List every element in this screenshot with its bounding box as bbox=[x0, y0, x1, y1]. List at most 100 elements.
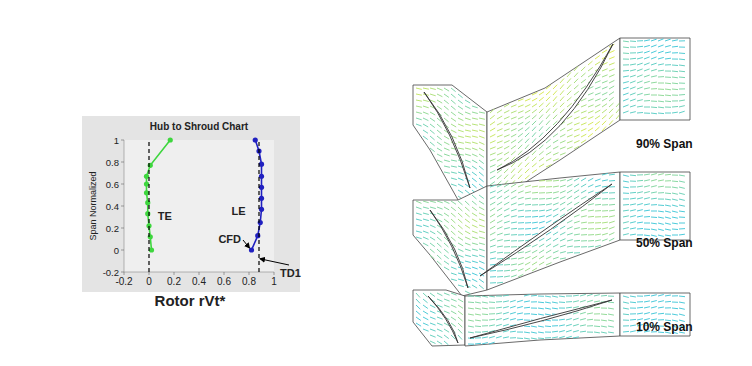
velocity-vector bbox=[637, 174, 643, 175]
velocity-vector bbox=[574, 184, 579, 187]
velocity-vector bbox=[532, 210, 538, 211]
velocity-vector bbox=[504, 234, 510, 235]
velocity-vector bbox=[451, 112, 456, 116]
y-tick-label: 0.4 bbox=[106, 201, 119, 212]
velocity-vector bbox=[637, 296, 643, 297]
velocity-vector bbox=[546, 97, 550, 101]
y-tick-label: 0 bbox=[114, 245, 119, 256]
velocity-vector bbox=[644, 63, 650, 65]
velocity-vector bbox=[458, 323, 462, 327]
velocity-vector bbox=[490, 115, 495, 119]
velocity-vector bbox=[560, 191, 566, 193]
velocity-vector bbox=[539, 204, 545, 206]
velocity-vector bbox=[679, 223, 685, 224]
velocity-vector bbox=[679, 40, 685, 41]
velocity-vector bbox=[531, 332, 537, 333]
velocity-vector bbox=[658, 95, 664, 97]
velocity-vector bbox=[525, 121, 530, 125]
velocity-vector bbox=[567, 202, 572, 205]
velocity-vector bbox=[630, 105, 636, 107]
velocity-vector bbox=[665, 77, 671, 78]
velocity-vector bbox=[608, 332, 614, 334]
velocity-vector bbox=[679, 65, 685, 67]
velocity-vector bbox=[430, 255, 435, 259]
velocity-vector bbox=[517, 332, 523, 333]
velocity-vector bbox=[546, 186, 552, 187]
velocity-vector bbox=[458, 299, 463, 302]
velocity-vector bbox=[465, 291, 470, 294]
x-tick-label: 0.8 bbox=[242, 276, 256, 287]
velocity-vector bbox=[553, 85, 557, 89]
velocity-vector bbox=[511, 105, 517, 107]
velocity-vector bbox=[630, 228, 636, 229]
velocity-vector bbox=[451, 154, 457, 155]
velocity-vector bbox=[567, 233, 573, 235]
velocity-vector bbox=[472, 267, 478, 269]
velocity-vector bbox=[416, 293, 420, 298]
velocity-vector bbox=[511, 228, 517, 230]
velocity-vector bbox=[665, 113, 671, 114]
velocity-vector bbox=[430, 219, 436, 221]
velocity-vector bbox=[602, 121, 606, 125]
velocity-vector bbox=[525, 175, 530, 179]
velocity-vector bbox=[451, 299, 457, 301]
velocity-vector bbox=[472, 249, 478, 251]
velocity-vector bbox=[518, 234, 524, 235]
velocity-vector bbox=[623, 331, 629, 333]
velocity-vector bbox=[623, 234, 629, 235]
velocity-vector bbox=[623, 59, 629, 60]
velocity-vector bbox=[651, 107, 657, 109]
velocity-vector bbox=[490, 170, 495, 173]
velocity-vector bbox=[468, 320, 474, 321]
velocity-vector bbox=[490, 134, 495, 137]
x-tick-label: 0 bbox=[146, 276, 152, 287]
velocity-vector bbox=[489, 342, 495, 344]
velocity-vector bbox=[504, 264, 510, 266]
velocity-vector bbox=[588, 93, 594, 95]
velocity-vector bbox=[651, 217, 657, 219]
velocity-vector bbox=[588, 246, 594, 248]
velocity-vector bbox=[518, 274, 523, 277]
velocity-vector bbox=[444, 255, 449, 259]
velocity-vector bbox=[651, 186, 657, 187]
velocity-vector bbox=[472, 148, 478, 150]
velocity-vector bbox=[465, 225, 470, 228]
velocity-vector bbox=[510, 337, 516, 338]
velocity-vector bbox=[532, 228, 538, 229]
velocity-vector bbox=[658, 186, 664, 188]
velocity-vector bbox=[482, 296, 488, 297]
velocity-vector bbox=[644, 210, 650, 212]
velocity-vector bbox=[423, 231, 429, 233]
velocity-vector bbox=[672, 71, 678, 73]
velocity-vector bbox=[630, 192, 636, 194]
velocity-vector bbox=[437, 160, 443, 162]
velocity-vector bbox=[679, 106, 685, 107]
velocity-vector bbox=[609, 80, 614, 83]
velocity-vector bbox=[539, 126, 543, 131]
velocity-vector bbox=[468, 314, 474, 315]
velocity-vector bbox=[416, 225, 422, 227]
velocity-vector bbox=[437, 142, 442, 145]
velocity-vector bbox=[658, 199, 664, 200]
velocity-vector bbox=[451, 237, 456, 241]
velocity-vector bbox=[458, 124, 464, 126]
velocity-vector bbox=[602, 98, 607, 101]
blade bbox=[430, 210, 468, 288]
velocity-vector bbox=[511, 246, 517, 247]
velocity-vector bbox=[608, 296, 614, 297]
velocity-vector bbox=[475, 326, 481, 328]
velocity-vector bbox=[665, 223, 671, 224]
velocity-vector bbox=[588, 61, 593, 65]
velocity-vector bbox=[423, 299, 428, 303]
velocity-vector bbox=[437, 261, 442, 265]
velocity-vector bbox=[451, 201, 456, 204]
velocity-vector bbox=[546, 204, 552, 205]
velocity-vector bbox=[458, 201, 463, 205]
velocity-vector bbox=[560, 196, 565, 199]
velocity-vector bbox=[672, 175, 678, 176]
span-label: 90% Span bbox=[636, 137, 693, 151]
velocity-vector bbox=[651, 82, 657, 84]
velocity-vector bbox=[489, 302, 495, 304]
velocity-vector bbox=[658, 229, 664, 231]
velocity-vector bbox=[458, 130, 464, 132]
